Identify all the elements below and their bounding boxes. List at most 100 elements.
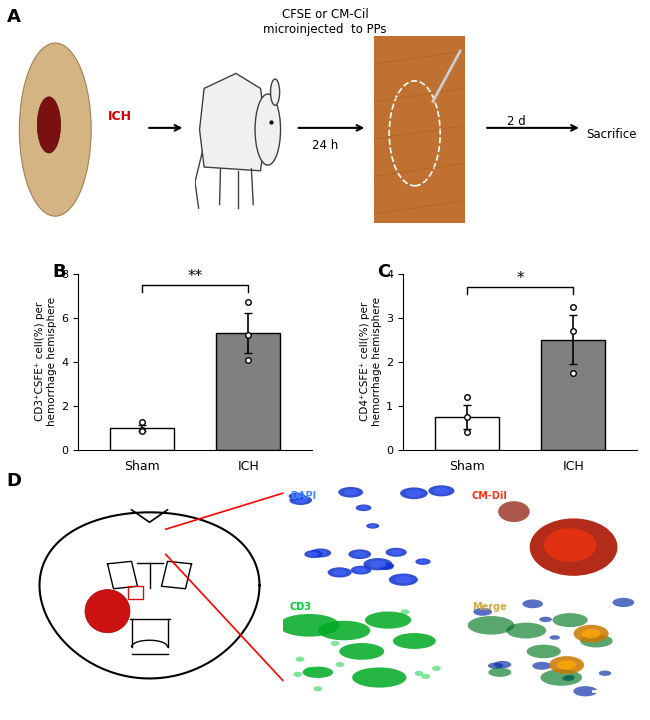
Ellipse shape xyxy=(365,611,411,629)
Ellipse shape xyxy=(335,662,345,667)
Ellipse shape xyxy=(488,662,503,669)
Bar xyxy=(216,333,280,450)
Ellipse shape xyxy=(370,560,386,568)
Ellipse shape xyxy=(389,574,418,586)
Ellipse shape xyxy=(305,667,313,672)
Text: D: D xyxy=(6,472,21,490)
Ellipse shape xyxy=(292,494,302,498)
Ellipse shape xyxy=(393,633,436,649)
Ellipse shape xyxy=(494,661,512,668)
Ellipse shape xyxy=(85,590,130,633)
Ellipse shape xyxy=(353,552,366,557)
Ellipse shape xyxy=(488,667,512,677)
Ellipse shape xyxy=(296,657,304,662)
Text: **: ** xyxy=(187,269,203,284)
Ellipse shape xyxy=(599,670,611,676)
Ellipse shape xyxy=(294,498,307,503)
Polygon shape xyxy=(107,562,138,589)
Ellipse shape xyxy=(289,495,312,505)
Bar xyxy=(110,428,174,450)
Ellipse shape xyxy=(557,660,576,670)
Text: A: A xyxy=(6,8,20,26)
Text: CM-DiI: CM-DiI xyxy=(472,491,508,500)
Ellipse shape xyxy=(532,662,551,670)
Ellipse shape xyxy=(37,97,60,153)
Ellipse shape xyxy=(339,643,384,660)
Ellipse shape xyxy=(308,552,319,557)
Ellipse shape xyxy=(381,563,394,568)
Text: 24 h: 24 h xyxy=(312,138,338,151)
Ellipse shape xyxy=(434,487,449,494)
Ellipse shape xyxy=(549,635,560,640)
Ellipse shape xyxy=(318,621,370,640)
Ellipse shape xyxy=(369,524,376,528)
Text: CD3: CD3 xyxy=(290,603,312,612)
Text: *: * xyxy=(516,271,524,286)
Ellipse shape xyxy=(573,625,608,642)
Ellipse shape xyxy=(573,686,597,696)
Ellipse shape xyxy=(406,490,422,497)
Text: 2 d: 2 d xyxy=(508,114,526,127)
Ellipse shape xyxy=(390,549,402,555)
Ellipse shape xyxy=(304,550,323,558)
Ellipse shape xyxy=(355,567,367,573)
Ellipse shape xyxy=(331,641,339,646)
Ellipse shape xyxy=(552,613,588,627)
Ellipse shape xyxy=(540,617,552,622)
Ellipse shape xyxy=(400,487,428,499)
Text: Merge: Merge xyxy=(472,603,506,612)
Ellipse shape xyxy=(530,518,618,576)
Text: DAPI: DAPI xyxy=(290,491,316,500)
Ellipse shape xyxy=(543,528,597,562)
Ellipse shape xyxy=(498,501,530,522)
Ellipse shape xyxy=(421,674,430,679)
Ellipse shape xyxy=(338,487,363,498)
Ellipse shape xyxy=(400,609,410,614)
Ellipse shape xyxy=(415,671,423,676)
Y-axis label: CD3⁺CSFE⁺ cell(%) per
hemorrhage hemisphere: CD3⁺CSFE⁺ cell(%) per hemorrhage hemisph… xyxy=(35,297,57,426)
Ellipse shape xyxy=(315,550,326,556)
Ellipse shape xyxy=(526,644,561,658)
Ellipse shape xyxy=(523,600,543,608)
Text: CFSE or CM-Cil
microinjected  to PPs: CFSE or CM-Cil microinjected to PPs xyxy=(263,8,387,36)
Ellipse shape xyxy=(415,558,431,565)
Ellipse shape xyxy=(255,94,281,165)
Ellipse shape xyxy=(612,598,634,607)
Ellipse shape xyxy=(549,656,584,674)
Ellipse shape xyxy=(359,506,368,510)
Polygon shape xyxy=(200,73,266,171)
Ellipse shape xyxy=(506,623,546,639)
Ellipse shape xyxy=(562,676,574,681)
Ellipse shape xyxy=(356,505,371,511)
Polygon shape xyxy=(161,562,192,589)
Ellipse shape xyxy=(293,672,302,677)
Ellipse shape xyxy=(428,485,454,496)
Ellipse shape xyxy=(385,548,407,557)
Bar xyxy=(435,417,499,450)
Ellipse shape xyxy=(467,616,515,634)
Ellipse shape xyxy=(344,489,358,495)
Ellipse shape xyxy=(419,559,428,564)
Ellipse shape xyxy=(473,608,492,616)
Ellipse shape xyxy=(279,614,339,636)
Bar xyxy=(127,586,142,599)
Ellipse shape xyxy=(384,564,391,567)
Ellipse shape xyxy=(350,566,371,575)
Text: Sacrifice: Sacrifice xyxy=(586,128,637,141)
Y-axis label: CD4⁺CSFE⁺ cell(%) per
hemorrhage hemisphere: CD4⁺CSFE⁺ cell(%) per hemorrhage hemisph… xyxy=(360,297,382,426)
Ellipse shape xyxy=(20,43,91,216)
Text: ICH: ICH xyxy=(109,110,132,123)
Ellipse shape xyxy=(310,549,331,557)
Ellipse shape xyxy=(270,79,280,105)
Ellipse shape xyxy=(432,666,441,671)
Text: B: B xyxy=(52,263,66,281)
Ellipse shape xyxy=(289,492,306,500)
Bar xyxy=(541,340,605,450)
Ellipse shape xyxy=(333,570,346,575)
Ellipse shape xyxy=(582,629,601,639)
Ellipse shape xyxy=(564,675,575,680)
Ellipse shape xyxy=(382,565,391,569)
Ellipse shape xyxy=(378,564,393,570)
Ellipse shape xyxy=(580,634,613,647)
Ellipse shape xyxy=(352,667,406,688)
